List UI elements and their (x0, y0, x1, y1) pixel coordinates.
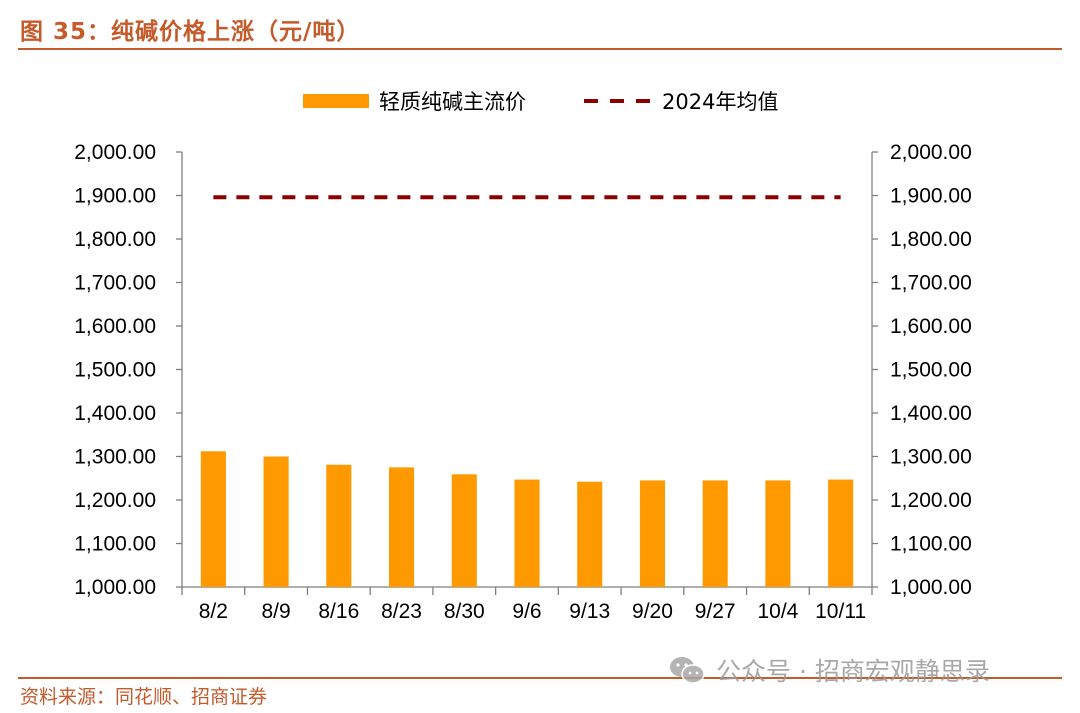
y-tick-label-left: 1,500.00 (74, 359, 156, 382)
bar (702, 480, 728, 587)
legend: 轻质纯碱主流价 2024年均值 (303, 90, 778, 114)
bar (577, 481, 603, 587)
x-tick-label: 10/11 (815, 600, 866, 623)
y-tick-label-right: 1,800.00 (890, 228, 972, 251)
y-tick-label-left: 1,800.00 (74, 228, 156, 251)
y-tick-label-left: 1,400.00 (74, 402, 156, 425)
x-tick-label: 9/13 (569, 600, 610, 623)
bar (200, 451, 226, 587)
y-tick-label-right: 1,200.00 (890, 489, 972, 512)
y-tick-label-left: 1,600.00 (74, 315, 156, 338)
x-tick-label: 8/30 (444, 600, 485, 623)
y-tick-label-right: 1,100.00 (890, 533, 972, 556)
x-tick-label: 9/27 (695, 600, 736, 623)
bar (828, 479, 854, 587)
chart-title: 图 35：纯碱价格上涨（元/吨） (20, 19, 361, 45)
title-divider (18, 48, 1062, 50)
y-tick-label-right: 1,400.00 (890, 402, 972, 425)
y-tick-label-right: 1,500.00 (890, 359, 972, 382)
y-tick-label-right: 1,300.00 (890, 446, 972, 469)
legend-label-line: 2024年均值 (662, 90, 778, 114)
bar (451, 474, 477, 587)
y-tick-label-right: 1,000.00 (890, 576, 972, 599)
y-tick-label-left: 1,700.00 (74, 272, 156, 295)
x-tick-label: 9/6 (512, 600, 541, 623)
y-tick-label-right: 1,700.00 (890, 272, 972, 295)
x-tick-label: 8/16 (318, 600, 359, 623)
y-tick-label-right: 1,900.00 (890, 185, 972, 208)
watermark: 公众号 · 招商宏观静思录 (668, 650, 990, 690)
x-tick-label: 8/2 (199, 600, 228, 623)
bar (326, 464, 352, 587)
bar (514, 479, 540, 587)
bar (639, 480, 665, 587)
x-tick-label: 8/23 (381, 600, 422, 623)
bar-chart: 轻质纯碱主流价 2024年均值 8/2 8/9 8/16 8/23 8/30 9/6 9/13… (74, 90, 972, 623)
wechat-icon (670, 657, 705, 684)
x-tick-label: 10/4 (757, 600, 798, 623)
footer-divider (18, 677, 1062, 679)
x-tick-label: 8/9 (261, 600, 290, 623)
x-tick-labels: 8/2 8/9 8/16 8/23 8/30 9/6 9/13 9/20 9/27 10/4 10/… (199, 600, 866, 623)
legend-label-bar: 轻质纯碱主流价 (379, 90, 526, 114)
y-tick-label-left: 1,100.00 (74, 533, 156, 556)
bars (200, 451, 854, 587)
y-tick-label-left: 1,000.00 (74, 576, 156, 599)
bar (389, 467, 415, 587)
y-tick-label-left: 1,900.00 (74, 185, 156, 208)
x-tick-label: 9/20 (632, 600, 673, 623)
y-tick-label-left: 2,000.00 (74, 141, 156, 164)
source-note: 资料来源：同花顺、招商证券 (20, 686, 268, 708)
y-tick-label-right: 1,600.00 (890, 315, 972, 338)
watermark-text: 公众号 · 招商宏观静思录 (716, 657, 990, 686)
bar (765, 480, 791, 587)
legend-swatch-bar (303, 94, 369, 108)
y-tick-label-left: 1,300.00 (74, 446, 156, 469)
axes (176, 151, 878, 595)
y-tick-label-left: 1,200.00 (74, 489, 156, 512)
y-tick-labels: 1,000.00 1,000.00 1,100.00 1,100.00 1,200.00… (74, 141, 972, 599)
bar (263, 456, 289, 587)
y-tick-label-right: 2,000.00 (890, 141, 972, 164)
